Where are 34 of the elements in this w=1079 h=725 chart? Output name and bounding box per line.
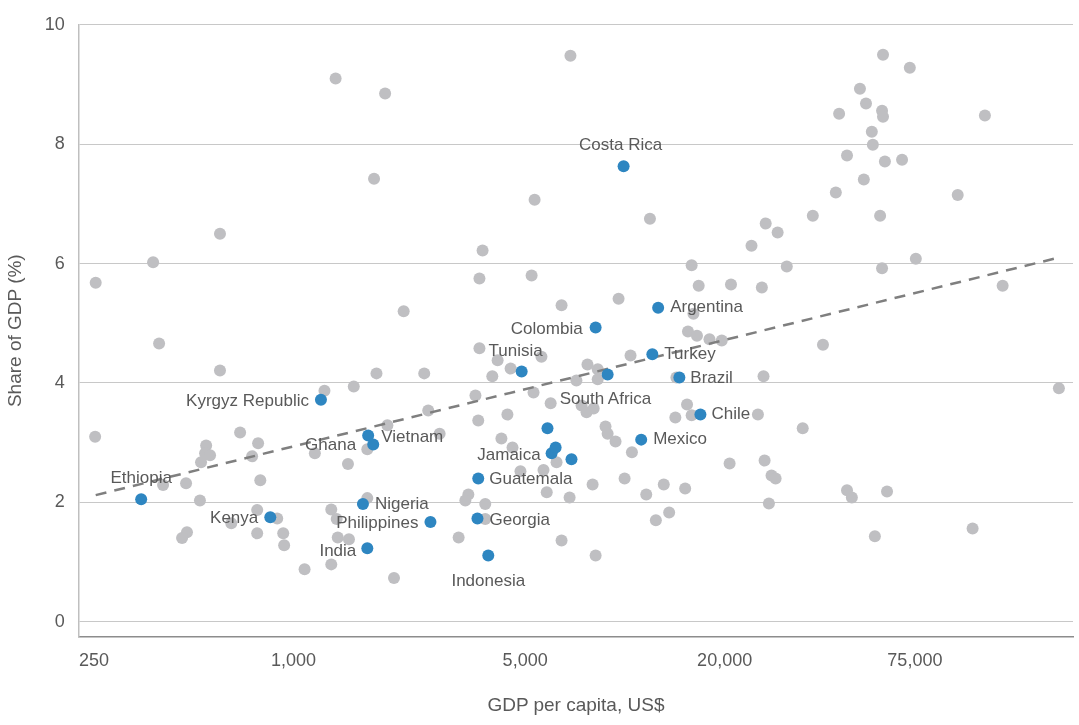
- annotation: Kenya: [210, 507, 259, 527]
- annotation: Chile: [711, 404, 751, 424]
- annotation: Argentina: [670, 297, 744, 317]
- annotation: Vietnam: [381, 427, 444, 447]
- x-tick-label: 20,000: [697, 650, 753, 671]
- annotation: Nigeria: [374, 493, 430, 513]
- annotation: Ghana: [305, 435, 357, 455]
- annotation: Georgia: [489, 510, 551, 530]
- annotation: Guatemala: [489, 469, 573, 489]
- annotation: Costa Rica: [579, 134, 663, 154]
- y-tick-label: 2: [54, 491, 65, 512]
- annotation: Colombia: [510, 319, 584, 339]
- y-axis-title: Share of GDP (%): [3, 254, 25, 408]
- annotation: Philippines: [336, 512, 419, 532]
- annotation: Brazil: [690, 368, 733, 388]
- annotation: India: [319, 540, 357, 560]
- y-tick-label: 6: [54, 252, 65, 273]
- annotation: Jamaica: [477, 445, 542, 465]
- y-tick-label: 4: [54, 371, 65, 392]
- annotation: South Africa: [559, 388, 652, 408]
- y-tick-label: 0: [54, 610, 65, 631]
- x-tick-label: 250: [78, 650, 110, 671]
- x-tick-label: 75,000: [887, 650, 943, 671]
- annotation: Indonesia: [451, 571, 526, 591]
- x-tick-label: 5,000: [502, 650, 548, 671]
- y-tick-label: 8: [54, 133, 65, 154]
- annotation: Tunisia: [488, 341, 544, 361]
- y-tick-label: 10: [44, 13, 65, 34]
- x-axis-title: GDP per capita, US$: [487, 693, 665, 715]
- x-tick-label: 1,000: [270, 650, 317, 671]
- annotation: Ethiopia: [110, 468, 173, 488]
- annotation: Mexico: [653, 429, 708, 449]
- annotation: Kyrgyz Republic: [186, 391, 310, 411]
- annotation: Turkey: [664, 343, 717, 363]
